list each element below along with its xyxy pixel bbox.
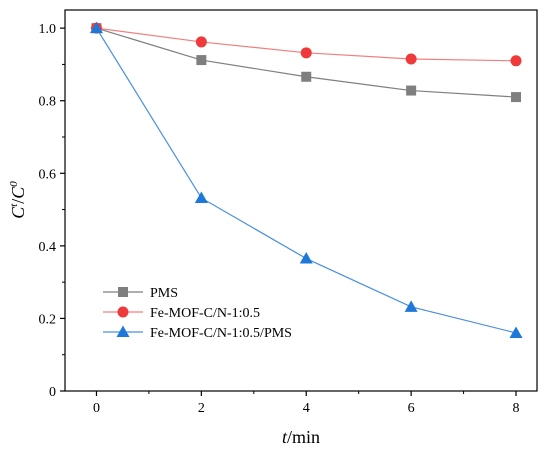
legend-item: Fe-MOF-C/N-1:0.5 (103, 306, 260, 321)
data-point-circle (195, 36, 207, 48)
data-point-triangle (404, 300, 418, 312)
y-axis-title-sup1: t (8, 203, 20, 207)
x-tick-label: 6 (408, 401, 415, 416)
series-triangle (89, 21, 523, 338)
y-axis-title: Ct/C0 (8, 181, 28, 219)
x-axis-title: t/min (282, 427, 320, 447)
legend-item: PMS (103, 286, 178, 301)
series-layer (89, 21, 523, 338)
y-tick-label: 0 (49, 385, 56, 400)
legend: PMS Fe-MOF-C/N-1:0.5 Fe-MOF-C/N-1:0.5/PMS (103, 286, 292, 341)
data-point-triangle (194, 191, 208, 203)
y-tick-label: 0.6 (39, 167, 57, 182)
series-circle (90, 22, 522, 67)
data-point-triangle (299, 252, 313, 264)
data-point-circle (405, 53, 417, 65)
series-square (91, 23, 522, 103)
data-point-square (406, 85, 417, 96)
x-tick-label: 2 (198, 401, 205, 416)
legend-marker-square (118, 287, 128, 297)
x-tick-label: 8 (513, 401, 520, 416)
legend-item: Fe-MOF-C/N-1:0.5/PMS (103, 325, 292, 341)
x-axis-ticks: 0 2 4 6 8 (93, 391, 520, 416)
x-tick-label: 0 (93, 401, 100, 416)
y-tick-label: 0.4 (39, 240, 57, 255)
data-point-triangle (509, 326, 523, 338)
legend-marker-triangle (116, 325, 130, 337)
series-line (96, 27, 517, 98)
x-tick-label: 4 (303, 401, 310, 416)
data-point-square (511, 92, 522, 103)
y-tick-label: 1.0 (39, 22, 57, 37)
y-axis-title-base1: C (8, 206, 28, 219)
x-axis-title-rest: /min (287, 427, 320, 447)
legend-label: Fe-MOF-C/N-1:0.5 (150, 306, 260, 321)
plot-frame (64, 9, 538, 392)
legend-marker-circle (117, 306, 129, 318)
legend-label: PMS (150, 286, 178, 301)
data-point-circle (510, 55, 522, 67)
legend-label: Fe-MOF-C/N-1:0.5/PMS (150, 326, 292, 341)
y-axis-title-sup2: 0 (8, 181, 20, 187)
data-point-square (196, 55, 207, 66)
y-axis-ticks: 0 0.2 0.4 0.6 0.8 1.0 (39, 22, 65, 400)
y-tick-label: 0.2 (39, 312, 57, 327)
data-point-triangle (89, 21, 103, 34)
y-tick-label: 0.8 (39, 95, 57, 110)
x-axis-title-italic: t (282, 427, 288, 447)
data-point-square (301, 71, 312, 82)
y-axis-title-base2: C (8, 186, 28, 199)
y-axis-title-sep: / (8, 199, 28, 204)
data-point-circle (300, 47, 312, 59)
